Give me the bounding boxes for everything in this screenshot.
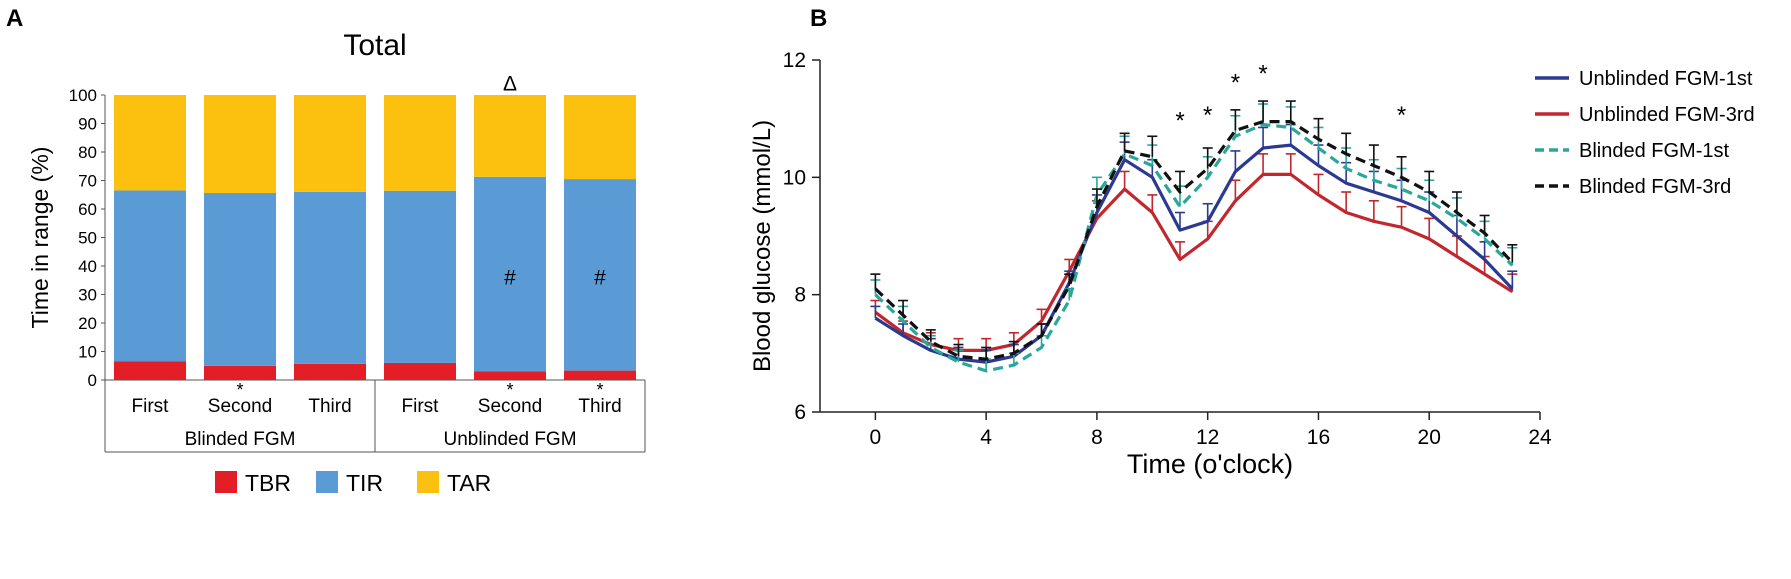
legend-label-unblinded-fgm-3rd: Unblinded FGM-3rd <box>1579 104 1755 126</box>
legend-label-unblinded-fgm-1st: Unblinded FGM-1st <box>1579 68 1753 90</box>
legend-label-tir: TIR <box>346 470 383 496</box>
chart-b-x-tick-label: 24 <box>1528 426 1552 449</box>
bar-segment-tbr <box>114 361 186 380</box>
bar-segment-tar <box>204 95 276 194</box>
chart-a-y-tick-label: 70 <box>78 172 97 191</box>
bar-segment-tbr <box>564 370 636 380</box>
chart-b-annotation: * <box>1231 70 1240 97</box>
series-line <box>874 122 1514 373</box>
chart-a-y-tick-label: 20 <box>78 314 97 333</box>
chart-a-category-label: Third <box>578 396 621 417</box>
chart-b-x-tick-label: 4 <box>980 426 992 449</box>
chart-b-y-tick-label: 12 <box>783 49 806 72</box>
panel-b-label: B <box>810 5 827 32</box>
chart-a-y-tick-label: 80 <box>78 143 97 162</box>
chart-a-group-label: Blinded FGM <box>185 429 296 450</box>
chart-a-title: Total <box>343 29 406 62</box>
chart-a-y-tick-label: 90 <box>78 115 97 134</box>
legend-swatch-tir <box>316 471 338 493</box>
series-line <box>874 172 1514 352</box>
chart-a-annotation: * <box>506 380 513 400</box>
chart-b-y-tick-label: 10 <box>783 166 806 189</box>
chart-a-y-label: Time in range (%) <box>27 147 53 329</box>
legend-label-blinded-fgm-3rd: Blinded FGM-3rd <box>1579 176 1731 198</box>
bar-segment-tar <box>114 95 186 191</box>
bar-segment-tar <box>474 95 546 177</box>
series-line <box>874 120 1514 361</box>
panel-a-label: A <box>6 5 23 32</box>
chart-a-annotation: # <box>504 266 516 289</box>
chart-a-category-label: Third <box>308 396 351 417</box>
line-chart-blood-glucose: Blood glucose (mmol/L) Time (o'clock) 6 8 10… <box>749 49 1755 479</box>
bar-segment-tbr <box>474 371 546 380</box>
chart-b-y-tick-label: 6 <box>794 401 806 424</box>
series-unblinded-fgm-3rd <box>870 153 1518 352</box>
chart-a-group-label: Unblinded FGM <box>443 429 576 450</box>
chart-b-annotation: * <box>1175 108 1184 135</box>
chart-b-x-tick-label: 16 <box>1307 426 1330 449</box>
chart-a-category-label: Second <box>478 396 542 417</box>
bar-segment-tir <box>564 179 636 371</box>
chart-b-annotation: * <box>1258 61 1267 88</box>
chart-b-x-tick-label: 12 <box>1196 426 1219 449</box>
bar-segment-tar <box>294 95 366 192</box>
chart-a-annotation: * <box>236 380 243 400</box>
chart-a-y-tick-label: 0 <box>88 371 97 390</box>
series-line <box>874 143 1514 364</box>
chart-a-annotation: * <box>596 380 603 400</box>
series-blinded-fgm-3rd <box>870 100 1518 361</box>
bar-segment-tir <box>114 190 186 362</box>
bar-chart-time-in-range: Total Time in range (%) 0 10 20 30 40 50 60 70 80 9… <box>27 29 646 496</box>
legend-swatch-tbr <box>215 471 237 493</box>
chart-a-annotation: Δ <box>503 73 517 96</box>
chart-b-x-tick-label: 8 <box>1091 426 1103 449</box>
chart-b-annotation: * <box>1203 102 1212 129</box>
chart-b-x-tick-label: 20 <box>1418 426 1441 449</box>
bar-segment-tbr <box>384 362 456 380</box>
bar-segment-tbr <box>204 365 276 380</box>
chart-a-y-tick-label: 30 <box>78 286 97 305</box>
chart-b-y-tick-label: 8 <box>794 284 806 307</box>
bar-segment-tar <box>564 95 636 180</box>
chart-a-y-tick-label: 60 <box>78 200 97 219</box>
chart-a-y-tick-label: 40 <box>78 257 97 276</box>
chart-b-annotation: * <box>1397 102 1406 129</box>
chart-b-x-label: Time (o'clock) <box>1127 449 1293 479</box>
chart-a-category-label: First <box>402 396 440 417</box>
chart-a-category-label: Second <box>208 396 272 417</box>
chart-a-y-tick-label: 50 <box>78 229 97 248</box>
legend-swatch-tar <box>417 471 439 493</box>
legend-label-tbr: TBR <box>245 470 291 496</box>
bar-segment-tir <box>294 191 366 364</box>
legend-label-blinded-fgm-1st: Blinded FGM-1st <box>1579 140 1729 162</box>
chart-a-category-label: First <box>132 396 170 417</box>
bar-segment-tir <box>474 176 546 372</box>
chart-b-x-tick-label: 0 <box>870 426 882 449</box>
chart-a-annotation: # <box>594 266 606 289</box>
bar-segment-tbr <box>294 363 366 380</box>
chart-a-y-tick-label: 10 <box>78 343 97 362</box>
legend-label-tar: TAR <box>447 470 491 496</box>
series-unblinded-fgm-1st <box>870 123 1518 364</box>
chart-b-y-label: Blood glucose (mmol/L) <box>749 120 776 372</box>
bar-segment-tir <box>204 193 276 366</box>
bar-segment-tar <box>384 95 456 191</box>
series-blinded-fgm-1st <box>870 103 1518 373</box>
bar-segment-tir <box>384 190 456 363</box>
chart-a-y-tick-label: 100 <box>69 86 97 105</box>
